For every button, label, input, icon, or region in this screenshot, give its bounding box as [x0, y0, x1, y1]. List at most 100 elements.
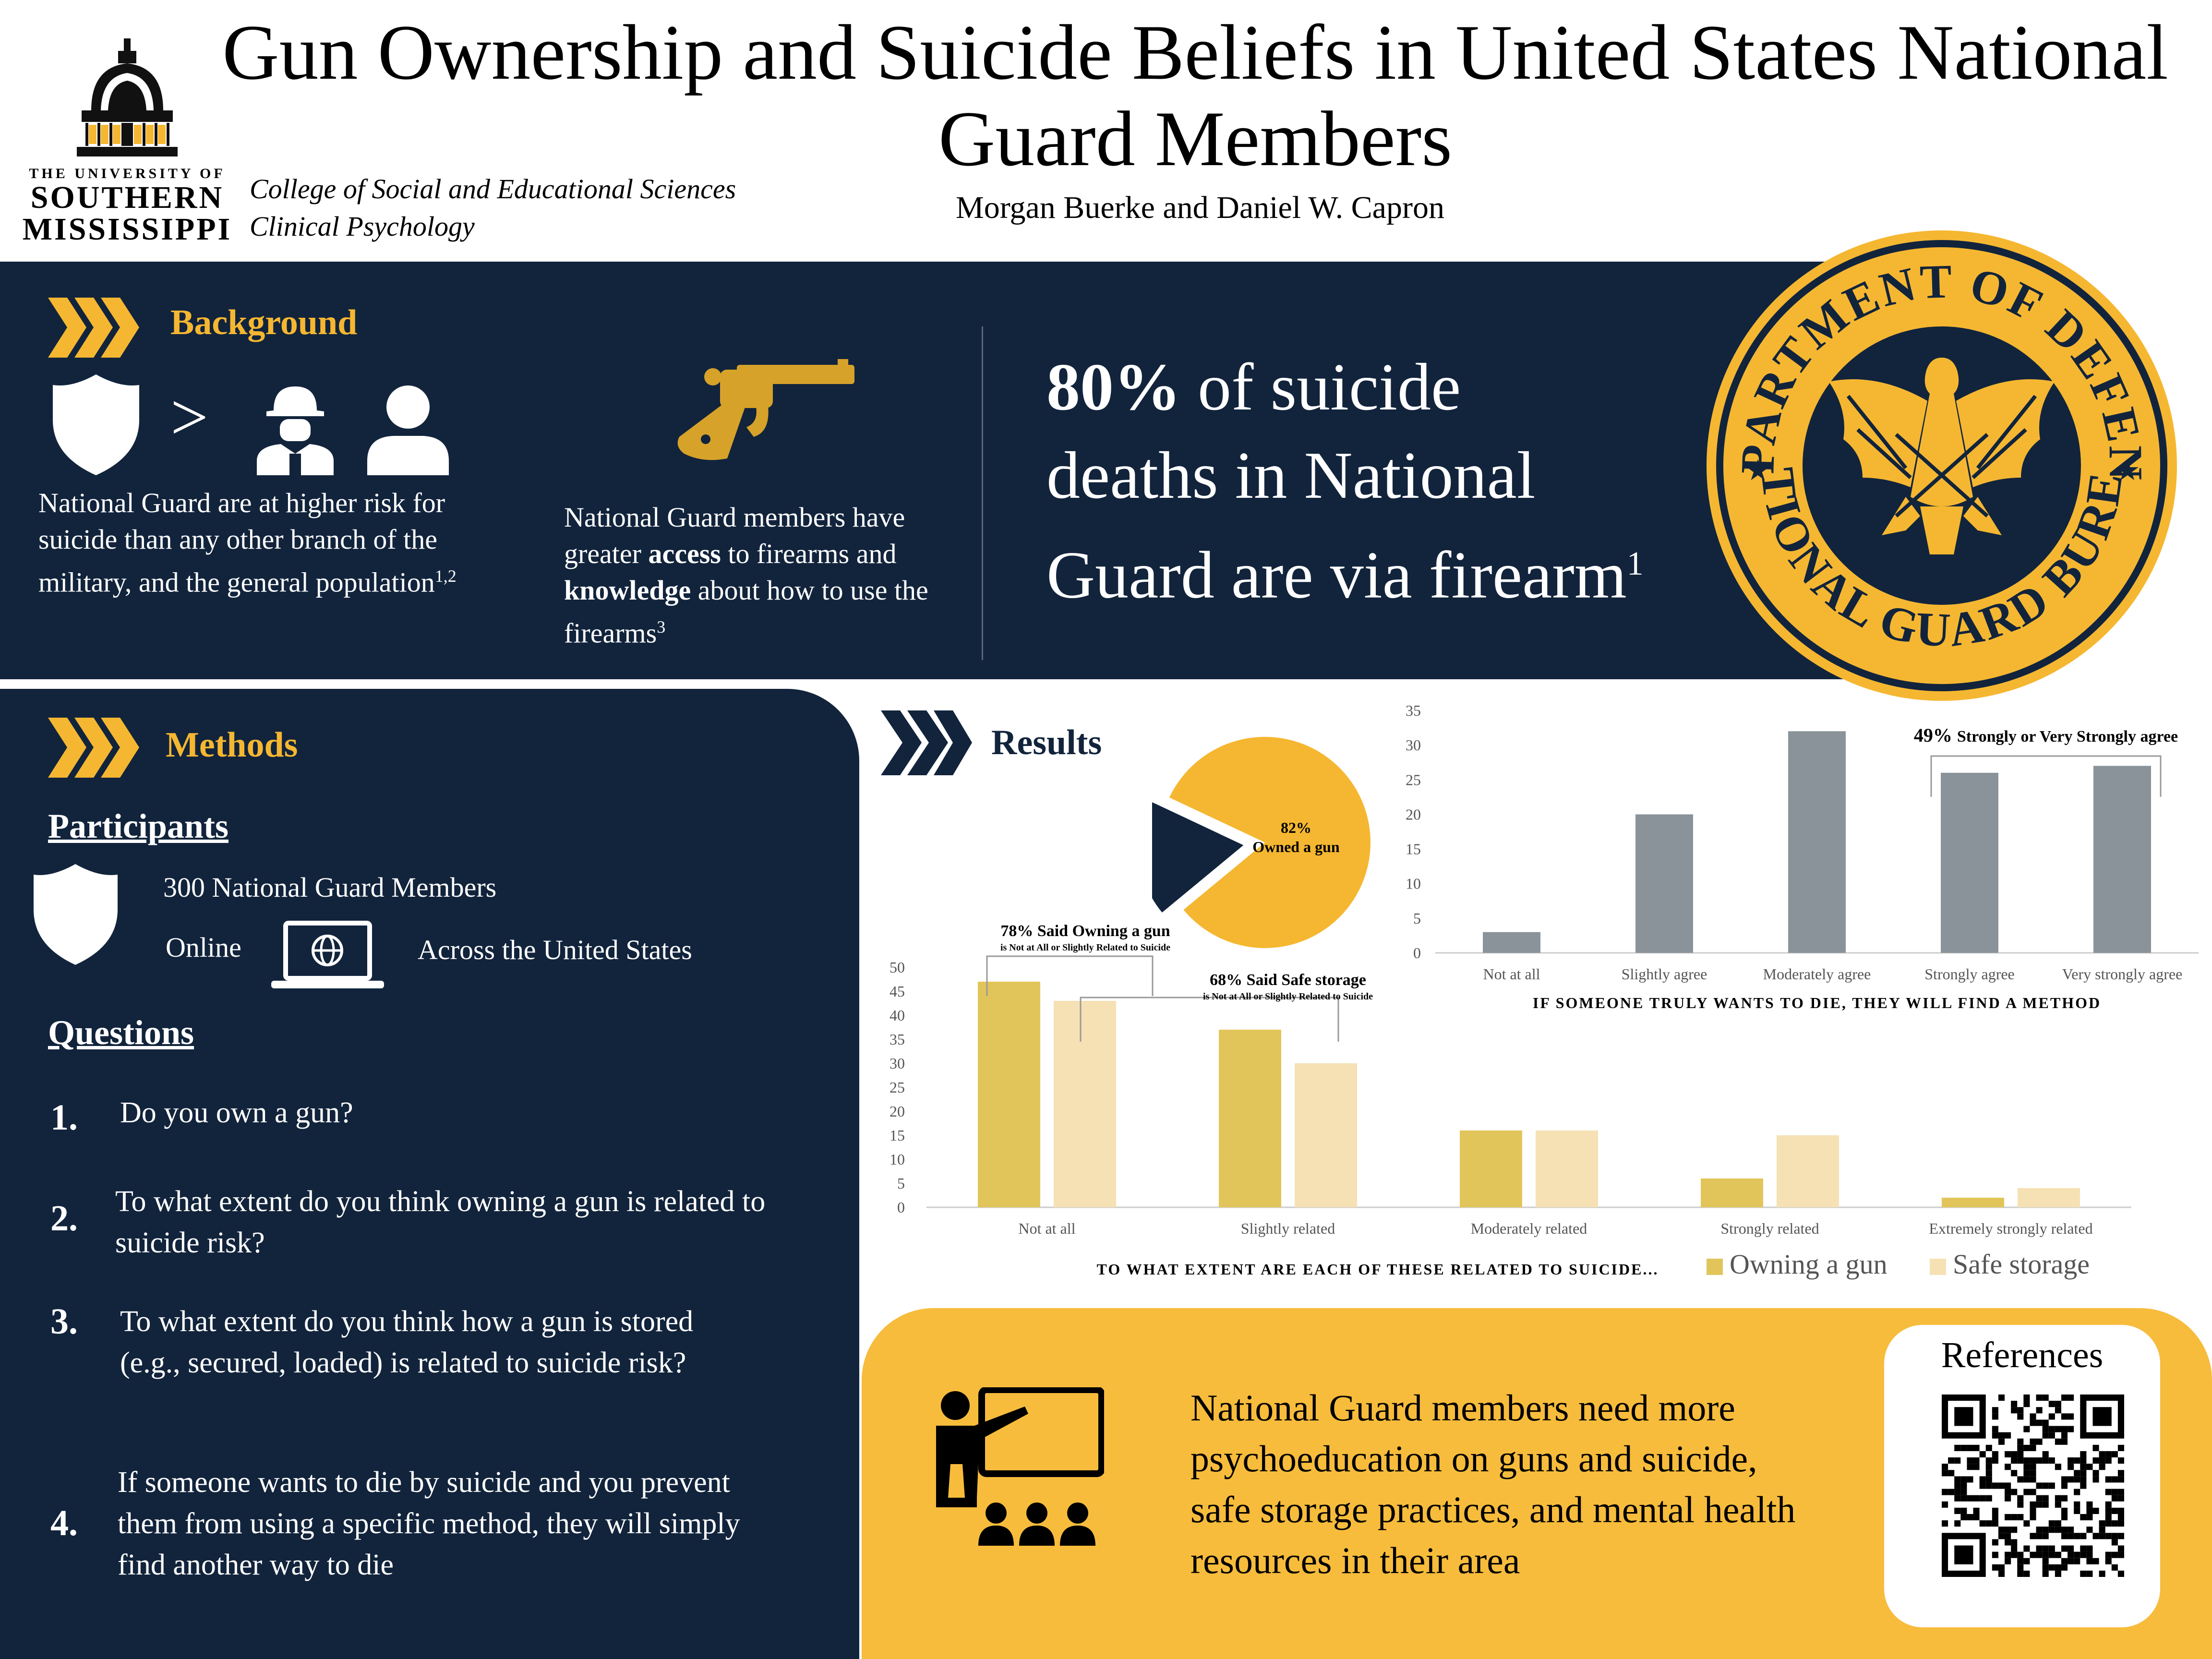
teacher-presentation-icon — [936, 1387, 1104, 1546]
methods-heading: Methods — [166, 725, 298, 765]
legend-swatch — [1930, 1259, 1946, 1275]
y-tick-label: 0 — [897, 1199, 905, 1216]
poster-title: Gun Ownership and Suicide Beliefs in Uni… — [222, 9, 2168, 182]
chart-annotation: 49% Strongly or Very Strongly agree — [1914, 724, 2178, 746]
conclusion-text: National Guard members need more psychoe… — [1190, 1387, 1796, 1581]
chart-annotation-detail: is Not at All or Slightly Related to Sui… — [1000, 942, 1170, 953]
bar-owning-a-gun — [1942, 1198, 2004, 1207]
bar — [1635, 814, 1693, 953]
chevron-icon — [48, 718, 139, 778]
y-tick-label: 10 — [890, 1151, 905, 1168]
results-heading: Results — [991, 723, 1102, 762]
y-tick-label: 35 — [890, 1031, 905, 1048]
y-tick-label: 45 — [890, 983, 905, 1000]
pie-data-label: 82% — [1281, 819, 1311, 836]
questions-heading: Questions — [48, 1013, 194, 1052]
bar-safe-storage — [2018, 1188, 2080, 1207]
x-axis-title: IF SOMEONE TRULY WANTS TO DIE, THEY WILL… — [1533, 994, 2101, 1011]
divider — [982, 326, 983, 660]
person-icon — [367, 385, 449, 475]
y-tick-label: 5 — [897, 1175, 905, 1192]
legend-swatch — [1707, 1259, 1723, 1275]
university-wordmark: THE UNIVERSITY OF SOUTHERN MISSISSIPPI — [22, 166, 232, 247]
participants-count: 300 National Guard Members — [163, 872, 497, 903]
chart-annotation: 68% Said Safe storage — [1210, 971, 1366, 989]
bar-owning-a-gun — [1219, 1030, 1281, 1207]
shield-icon — [34, 864, 118, 965]
legend-label: Owning a gun — [1730, 1249, 1887, 1280]
x-tick-label: Strongly related — [1720, 1220, 1819, 1237]
gun-ownership-pie-chart: 82% Owned a gun — [1152, 737, 1370, 948]
y-tick-label: 20 — [1406, 805, 1421, 823]
bar-safe-storage — [1536, 1130, 1598, 1207]
y-tick-label: 35 — [1406, 702, 1421, 719]
seal-star-icon: ★ — [2115, 455, 2140, 486]
question-text: To what extent do you think owning a gun… — [115, 1185, 766, 1259]
annotation-bracket — [1080, 997, 1339, 1042]
y-tick-label: 50 — [890, 959, 905, 976]
chevron-icon — [881, 710, 972, 775]
authors: Morgan Buerke and Daniel W. Capron — [956, 190, 1444, 225]
question-number: 3. — [50, 1301, 78, 1342]
references-qr-code[interactable] — [1942, 1395, 2124, 1577]
y-tick-label: 15 — [1406, 841, 1421, 858]
y-tick-label: 25 — [890, 1079, 905, 1096]
laptop-globe-icon — [271, 921, 384, 988]
x-tick-label: Extremely strongly related — [1929, 1220, 2092, 1237]
relatedness-bar-chart: 0 5 10 15 20 25 30 35 40 45 50 Not at all Slightly r… — [890, 922, 2131, 1280]
pie-slice-owned — [1169, 737, 1370, 948]
seal-star-icon: ★ — [1745, 455, 1771, 486]
legend-label: Safe storage — [1953, 1249, 2090, 1280]
y-tick-label: 10 — [1406, 875, 1421, 892]
question-number: 2. — [50, 1198, 78, 1238]
bar — [1483, 932, 1540, 953]
x-tick-label: Slightly related — [1241, 1220, 1335, 1237]
annotation-bracket — [986, 955, 1154, 996]
revolver-icon — [677, 359, 854, 460]
greater-than-sign: > — [170, 380, 208, 455]
x-tick-label: Moderately related — [1471, 1220, 1587, 1237]
eagle-icon — [1829, 358, 2055, 554]
bar-owning-a-gun — [1701, 1178, 1763, 1207]
y-tick-label: 30 — [890, 1055, 905, 1072]
bar-owning-a-gun — [1460, 1130, 1522, 1207]
bar-owning-a-gun — [978, 982, 1040, 1207]
x-tick-label: Not at all — [1018, 1220, 1075, 1237]
find-a-method-bar-chart: 0 5 10 15 20 25 30 35 Not at all Slightly agree Mo… — [1406, 702, 2199, 1011]
national-guard-bureau-seal: DEPARTMENT OF DEFENSE NATIONAL GUARD BUR… — [1704, 228, 2177, 701]
firearm-stat: 80% of suicide deaths in National Guard … — [1046, 350, 1644, 613]
y-tick-label: 25 — [1406, 771, 1421, 788]
x-tick-label: Very strongly agree — [2062, 965, 2183, 983]
participants-heading: Participants — [48, 807, 228, 845]
bar-safe-storage — [1054, 1001, 1116, 1207]
x-tick-label: Strongly agree — [1924, 965, 2015, 983]
chart-annotation: 78% Said Owning a gun — [1000, 922, 1170, 940]
pie-slice-not-owned — [1152, 802, 1244, 913]
x-axis-title: TO WHAT EXTENT ARE EACH OF THESE RELATED… — [1097, 1261, 1659, 1278]
x-tick-label: Moderately agree — [1763, 965, 1871, 983]
y-tick-label: 15 — [890, 1127, 905, 1144]
bar — [2093, 766, 2151, 953]
x-tick-label: Not at all — [1483, 965, 1540, 983]
methods-panel — [0, 689, 859, 1659]
bar-safe-storage — [1777, 1135, 1839, 1207]
bar-safe-storage — [1295, 1063, 1357, 1207]
y-tick-label: 30 — [1406, 736, 1421, 754]
y-tick-label: 20 — [890, 1103, 905, 1120]
chevron-icon — [48, 298, 139, 358]
shield-icon — [53, 374, 139, 475]
access-text: National Guard members have greater acce… — [564, 502, 928, 649]
question-number: 4. — [50, 1503, 78, 1543]
soldier-icon — [257, 386, 334, 475]
question-text: If someone wants to die by suicide and y… — [118, 1466, 740, 1581]
bar — [1941, 772, 1998, 953]
across-label: Across the United States — [418, 934, 692, 965]
question-text: Do you own a gun? — [120, 1096, 353, 1129]
annotation-bracket — [1930, 755, 2162, 797]
college-name: College of Social and Educational Scienc… — [250, 173, 736, 242]
pie-category-label: Owned a gun — [1252, 838, 1340, 855]
risk-text: National Guard are at higher risk for su… — [38, 487, 457, 598]
online-label: Online — [166, 932, 241, 963]
references-title: References — [1941, 1335, 2104, 1375]
dome-icon — [77, 38, 178, 156]
